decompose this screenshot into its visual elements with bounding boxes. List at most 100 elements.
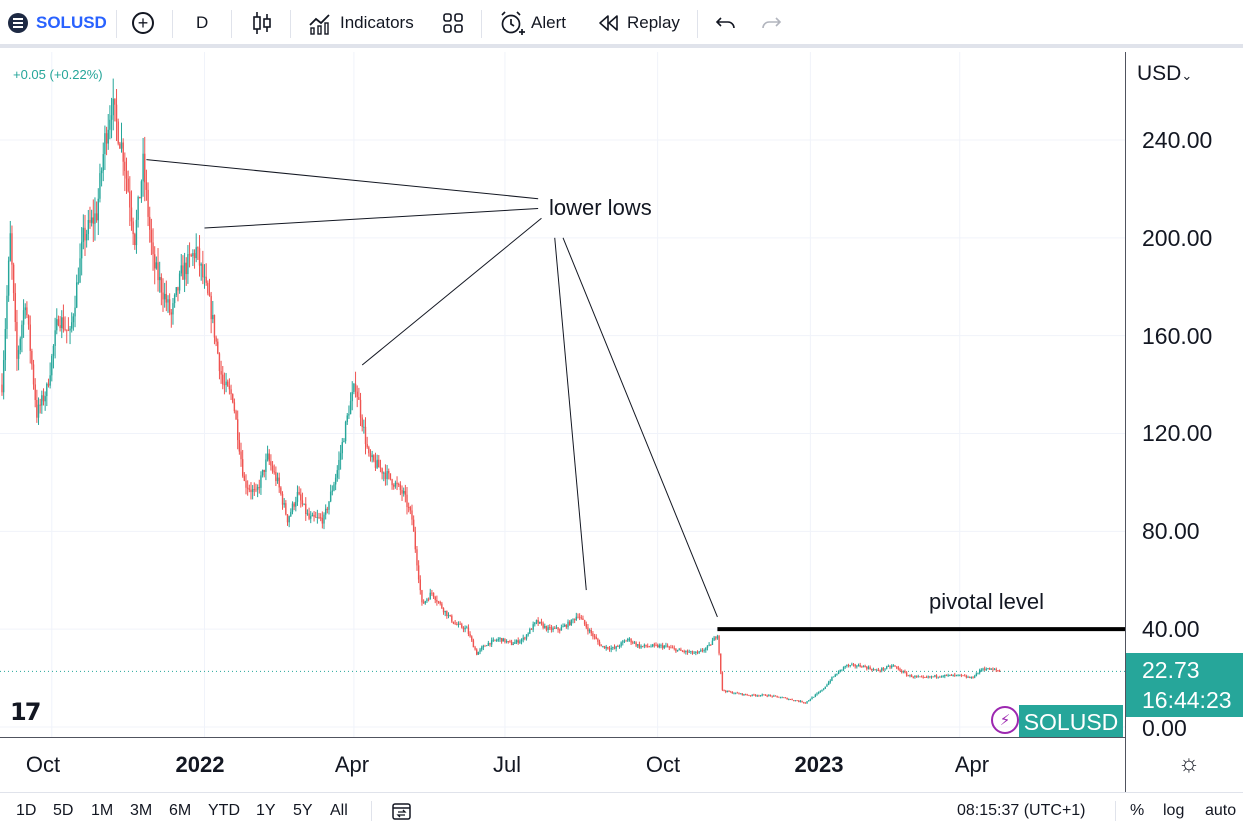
bar-countdown: 16:44:23 xyxy=(1142,687,1232,713)
candle-body xyxy=(77,282,80,284)
candle-body xyxy=(726,690,729,692)
candle-body xyxy=(218,353,221,372)
templates-button[interactable] xyxy=(442,0,464,46)
time-tick-label: Apr xyxy=(334,752,370,777)
candle-body xyxy=(623,640,626,642)
candle-body xyxy=(477,651,480,655)
chart-plot-area[interactable]: lower lows pivotal level +0.05 (+0.22%) … xyxy=(0,52,1125,737)
candle-body xyxy=(22,310,25,325)
range-ytd-button[interactable]: YTD xyxy=(208,801,240,819)
candle-body xyxy=(163,293,166,300)
gear-icon[interactable]: ☼ xyxy=(1178,750,1200,777)
time-tick-label: 2022 xyxy=(175,752,225,777)
candle-body xyxy=(648,646,651,648)
candle-body xyxy=(959,674,961,676)
candle-body xyxy=(831,677,833,681)
candle-body xyxy=(160,277,163,293)
candle-body xyxy=(839,669,841,672)
candle-body xyxy=(746,694,748,696)
tradingview-logo-icon[interactable]: 17 xyxy=(10,698,41,726)
candle-body xyxy=(85,233,88,241)
candle-body xyxy=(859,664,861,667)
clock-timezone[interactable]: 08:15:37 (UTC+1) xyxy=(957,801,1086,819)
compare-symbol-button[interactable]: + xyxy=(132,0,154,46)
candle-body xyxy=(882,668,885,670)
candle-body xyxy=(650,646,652,648)
candle-body xyxy=(90,217,93,223)
candle-body xyxy=(809,699,812,701)
candle-body xyxy=(326,508,329,510)
candle-body xyxy=(954,674,956,676)
price-chart[interactable]: lower lows pivotal level xyxy=(0,52,1125,737)
candle-body xyxy=(562,626,564,628)
range-5d-button[interactable]: 5D xyxy=(53,801,74,819)
candle-body xyxy=(180,265,182,274)
symbol-search-button[interactable]: SOLUSD xyxy=(8,0,107,46)
price-scale[interactable]: USD⌄ 240.00 200.00 160.00 120.00 80.00 4… xyxy=(1125,52,1243,792)
candle-body xyxy=(799,700,802,702)
candle-body xyxy=(585,624,587,628)
auto-scale-toggle[interactable]: auto xyxy=(1205,801,1237,819)
range-5y-button[interactable]: 5Y xyxy=(293,801,313,819)
candle-body xyxy=(142,153,144,182)
drawings[interactable] xyxy=(146,159,1125,632)
pivotal-level-label[interactable]: pivotal level xyxy=(929,589,1044,614)
range-6m-button[interactable]: 6M xyxy=(169,801,192,819)
candle-body xyxy=(276,477,279,482)
candle-body xyxy=(479,649,481,652)
candle-body xyxy=(439,601,441,604)
candle-body xyxy=(394,482,397,487)
chart-type-button[interactable] xyxy=(251,0,273,46)
candle-body xyxy=(275,471,277,482)
percent-scale-toggle[interactable]: % xyxy=(1130,801,1145,819)
candle-body xyxy=(14,293,16,322)
range-3m-button[interactable]: 3M xyxy=(130,801,153,819)
candle-body xyxy=(197,247,199,249)
candle-body xyxy=(671,647,674,649)
range-1y-button[interactable]: 1Y xyxy=(256,801,276,819)
lightning-icon[interactable]: ⚡ xyxy=(991,706,1019,734)
range-1d-button[interactable]: 1D xyxy=(16,801,37,819)
candle-body xyxy=(59,325,61,329)
candle-body xyxy=(198,248,201,266)
candle-body xyxy=(917,676,919,678)
currency-selector[interactable]: USD⌄ xyxy=(1137,62,1192,86)
candle-body xyxy=(338,459,340,471)
candle-body xyxy=(82,227,85,242)
lower-lows-label[interactable]: lower lows xyxy=(549,195,652,220)
candle-body xyxy=(305,503,307,514)
candle-body xyxy=(758,695,760,697)
redo-button[interactable] xyxy=(760,0,782,46)
redo-icon xyxy=(762,17,782,29)
candle-body xyxy=(706,645,709,649)
chevron-down-icon: ⌄ xyxy=(1181,68,1193,83)
replay-button[interactable]: Replay xyxy=(597,0,680,46)
candle-body xyxy=(876,669,878,671)
candle-body xyxy=(725,690,727,692)
candle-body xyxy=(356,391,358,398)
candle-body xyxy=(857,664,860,667)
range-all-button[interactable]: All xyxy=(330,801,348,819)
candle-body xyxy=(612,647,614,648)
candle-body xyxy=(534,622,536,625)
candle-body xyxy=(54,330,56,346)
candle-body xyxy=(597,639,599,642)
range-1m-button[interactable]: 1M xyxy=(91,801,114,819)
candle-body xyxy=(32,364,35,385)
trend-line xyxy=(146,159,539,200)
time-scale[interactable]: Oct 2022 Apr Jul Oct 2023 Apr xyxy=(0,737,1125,792)
candle-body xyxy=(75,282,78,308)
candle-body xyxy=(665,645,667,647)
candle-body xyxy=(26,307,28,316)
candle-body xyxy=(618,646,621,647)
candle-body xyxy=(237,419,239,441)
interval-button[interactable]: D xyxy=(196,0,208,46)
go-to-date-button[interactable] xyxy=(391,793,413,827)
log-scale-toggle[interactable]: log xyxy=(1163,801,1185,819)
candle-body xyxy=(396,482,398,485)
alert-button[interactable]: Alert xyxy=(499,0,566,46)
undo-button[interactable] xyxy=(715,0,737,46)
candle-body xyxy=(962,675,964,677)
indicators-button[interactable]: Indicators xyxy=(308,0,414,46)
candle-body xyxy=(220,371,222,375)
